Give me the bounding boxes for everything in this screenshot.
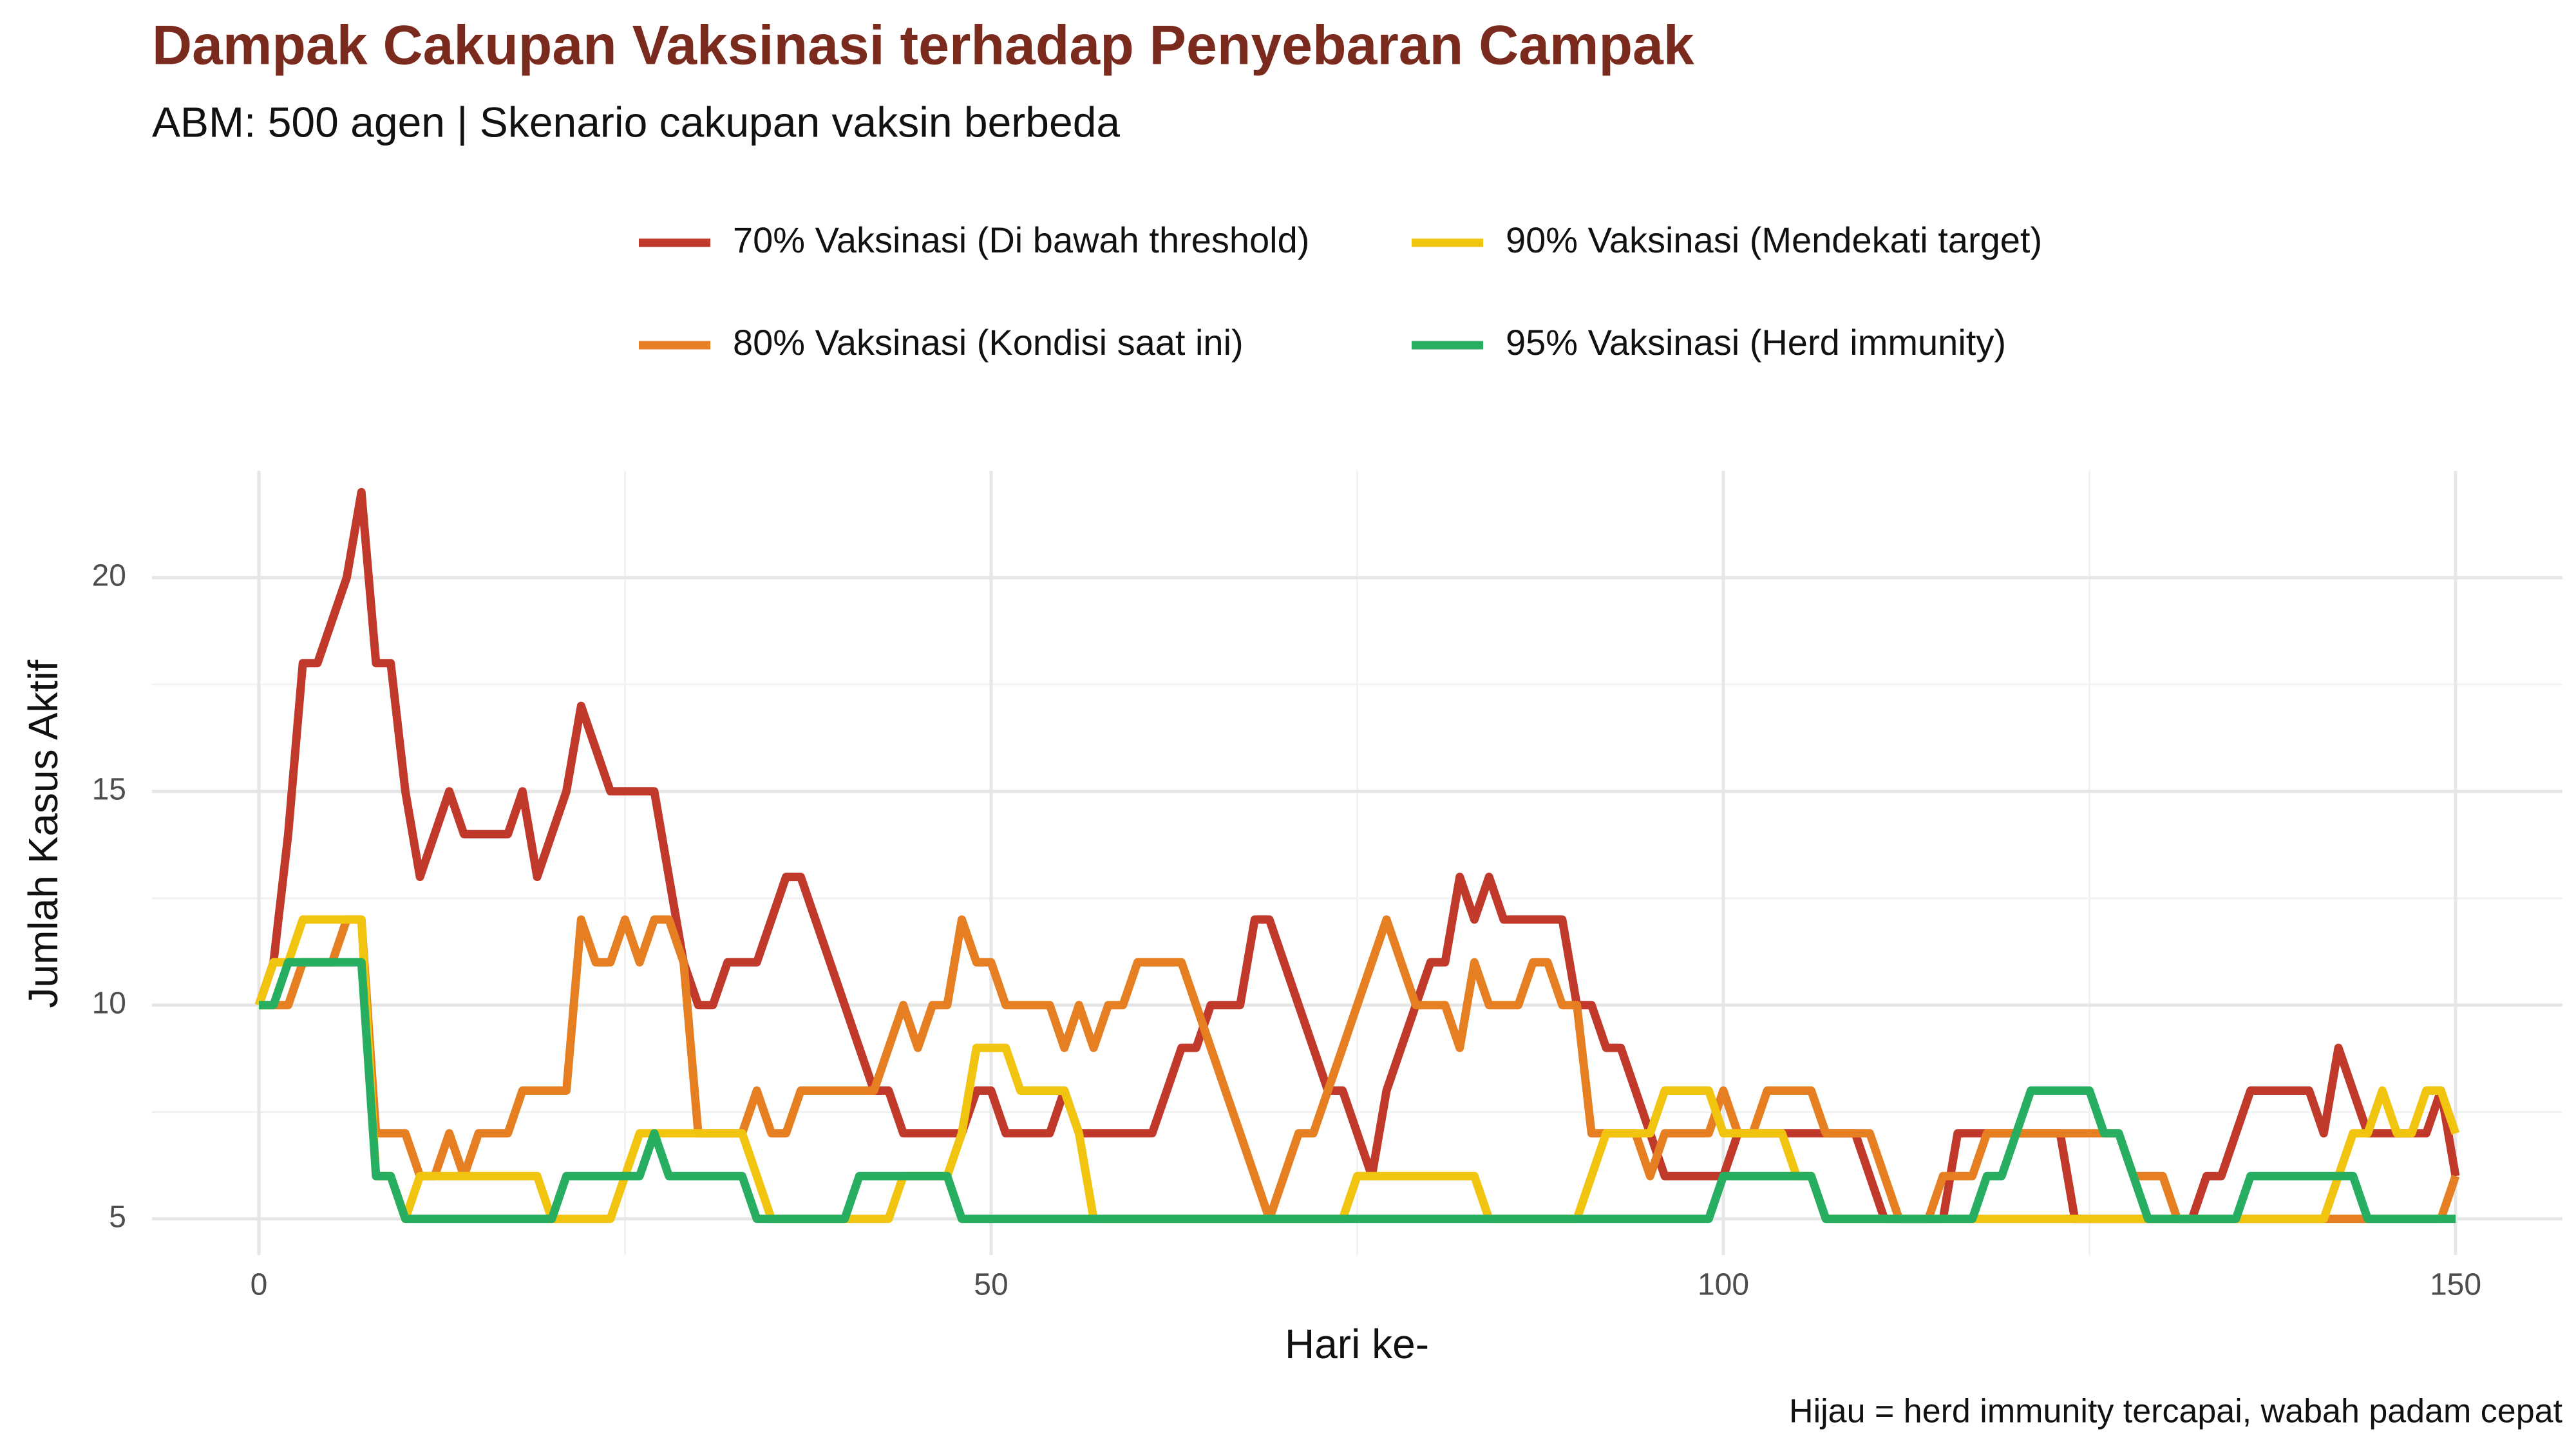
series-line [259, 915, 2460, 1224]
series-line [259, 958, 2456, 1224]
x-tick-label: 0 [251, 1268, 268, 1302]
x-tick-label: 100 [1698, 1268, 1749, 1302]
x-tick-label: 150 [2430, 1268, 2481, 1302]
caption: Hijau = herd immunity tercapai, wabah pa… [1789, 1393, 2563, 1430]
chart-title: Dampak Cakupan Vaksinasi terhadap Penyeb… [152, 15, 1694, 77]
legend-label: 90% Vaksinasi (Mendekati target) [1506, 220, 2042, 260]
x-tick-label: 50 [974, 1268, 1008, 1302]
y-axis-title: Jumlah Kasus Aktif [20, 659, 66, 1008]
y-tick-label: 15 [92, 772, 126, 806]
y-tick-label: 20 [92, 559, 126, 593]
y-tick-label: 10 [92, 986, 126, 1020]
legend-label: 70% Vaksinasi (Di bawah threshold) [733, 220, 1309, 260]
legend-label: 80% Vaksinasi (Kondisi saat ini) [733, 322, 1244, 363]
y-tick-label: 5 [109, 1200, 126, 1234]
legend-label: 95% Vaksinasi (Herd immunity) [1506, 322, 2006, 363]
chart-subtitle: ABM: 500 agen | Skenario cakupan vaksin … [152, 98, 1120, 146]
x-axis-title: Hari ke- [1285, 1321, 1429, 1367]
